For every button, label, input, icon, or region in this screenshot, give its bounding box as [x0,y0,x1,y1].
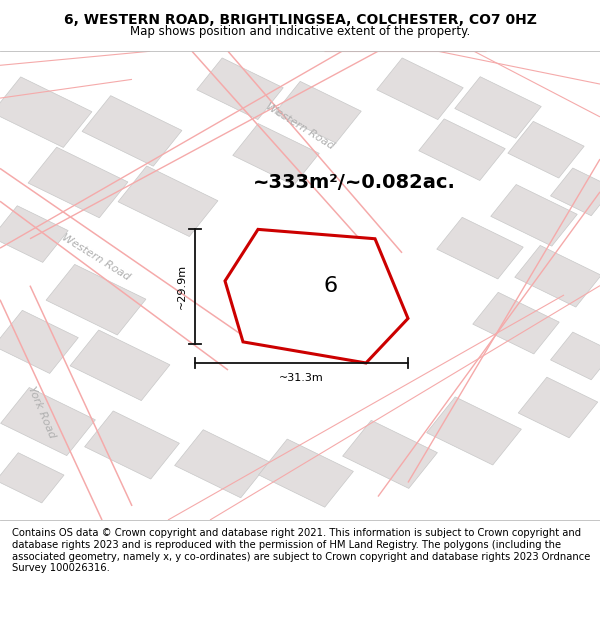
Text: Map shows position and indicative extent of the property.: Map shows position and indicative extent… [130,26,470,39]
Polygon shape [28,148,128,218]
Polygon shape [551,168,600,216]
Polygon shape [491,184,577,246]
Polygon shape [518,378,598,438]
Polygon shape [551,332,600,380]
Polygon shape [419,119,505,181]
Text: ~29.9m: ~29.9m [177,264,187,309]
Polygon shape [85,411,179,479]
Polygon shape [118,166,218,236]
Text: Western Road: Western Road [264,101,336,151]
Text: ~31.3m: ~31.3m [279,373,324,383]
Polygon shape [259,439,353,507]
Text: York Road: York Road [26,385,58,439]
Polygon shape [70,330,170,401]
Polygon shape [0,206,68,262]
Polygon shape [233,124,319,185]
Polygon shape [0,452,64,503]
Polygon shape [455,77,541,138]
Polygon shape [275,81,361,143]
Text: 6: 6 [323,276,338,296]
Polygon shape [46,264,146,335]
Text: 6, WESTERN ROAD, BRIGHTLINGSEA, COLCHESTER, CO7 0HZ: 6, WESTERN ROAD, BRIGHTLINGSEA, COLCHEST… [64,12,536,27]
Polygon shape [437,217,523,279]
Polygon shape [197,58,283,119]
Polygon shape [0,311,78,373]
Polygon shape [515,246,600,307]
Polygon shape [377,58,463,119]
Polygon shape [82,96,182,166]
Polygon shape [175,430,269,498]
Text: Contains OS data © Crown copyright and database right 2021. This information is : Contains OS data © Crown copyright and d… [12,528,590,573]
Polygon shape [1,388,95,456]
Polygon shape [0,77,92,148]
Polygon shape [225,229,408,363]
Polygon shape [473,292,559,354]
Polygon shape [343,421,437,488]
Polygon shape [427,397,521,465]
Polygon shape [508,121,584,178]
Text: Western Road: Western Road [60,232,132,282]
Text: ~333m²/~0.082ac.: ~333m²/~0.082ac. [253,173,455,192]
